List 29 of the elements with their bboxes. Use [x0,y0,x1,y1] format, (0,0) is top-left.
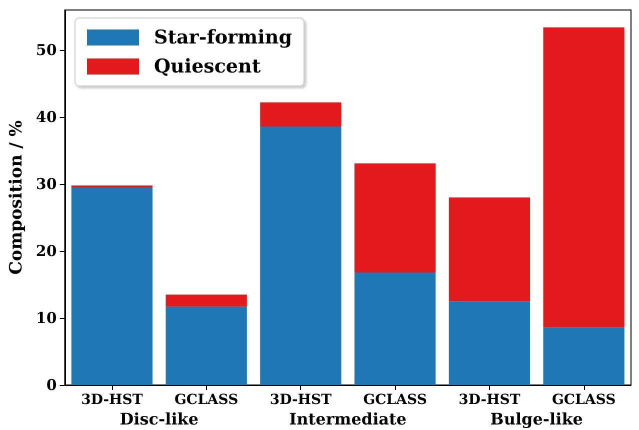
bar [354,163,436,272]
x-tick-label: GCLASS [552,392,616,408]
legend-label: Quiescent [154,56,261,78]
text: Intermediate [289,410,407,428]
bar [354,272,436,385]
x-tick-label: GCLASS [174,392,238,408]
bar [543,27,624,328]
text: Bulge-like [490,410,583,428]
y-axis-title: Composition / % [6,120,26,275]
x-tick-label: GCLASS [363,392,427,408]
x-tick-label: 3D-HST [81,392,144,408]
x-tick-label: 3D-HST [270,392,332,408]
y-tick-label: 20 [36,242,57,260]
x-tick-label: 3D-HST [458,392,521,408]
bar [166,294,247,307]
legend-label: Star-forming [154,26,292,48]
y-tick-label: 10 [36,309,57,328]
bar [448,198,530,302]
y-tick-label: 50 [36,41,57,60]
y-tick-label: 40 [36,108,57,126]
bar [448,301,530,385]
bar [543,327,624,385]
y-tick-label: 0 [46,376,57,394]
text: Disc-like [120,410,199,428]
bar [71,187,153,385]
bar [260,102,342,127]
y-tick-label: 30 [36,175,57,194]
bar [260,126,342,385]
bar [166,306,247,385]
